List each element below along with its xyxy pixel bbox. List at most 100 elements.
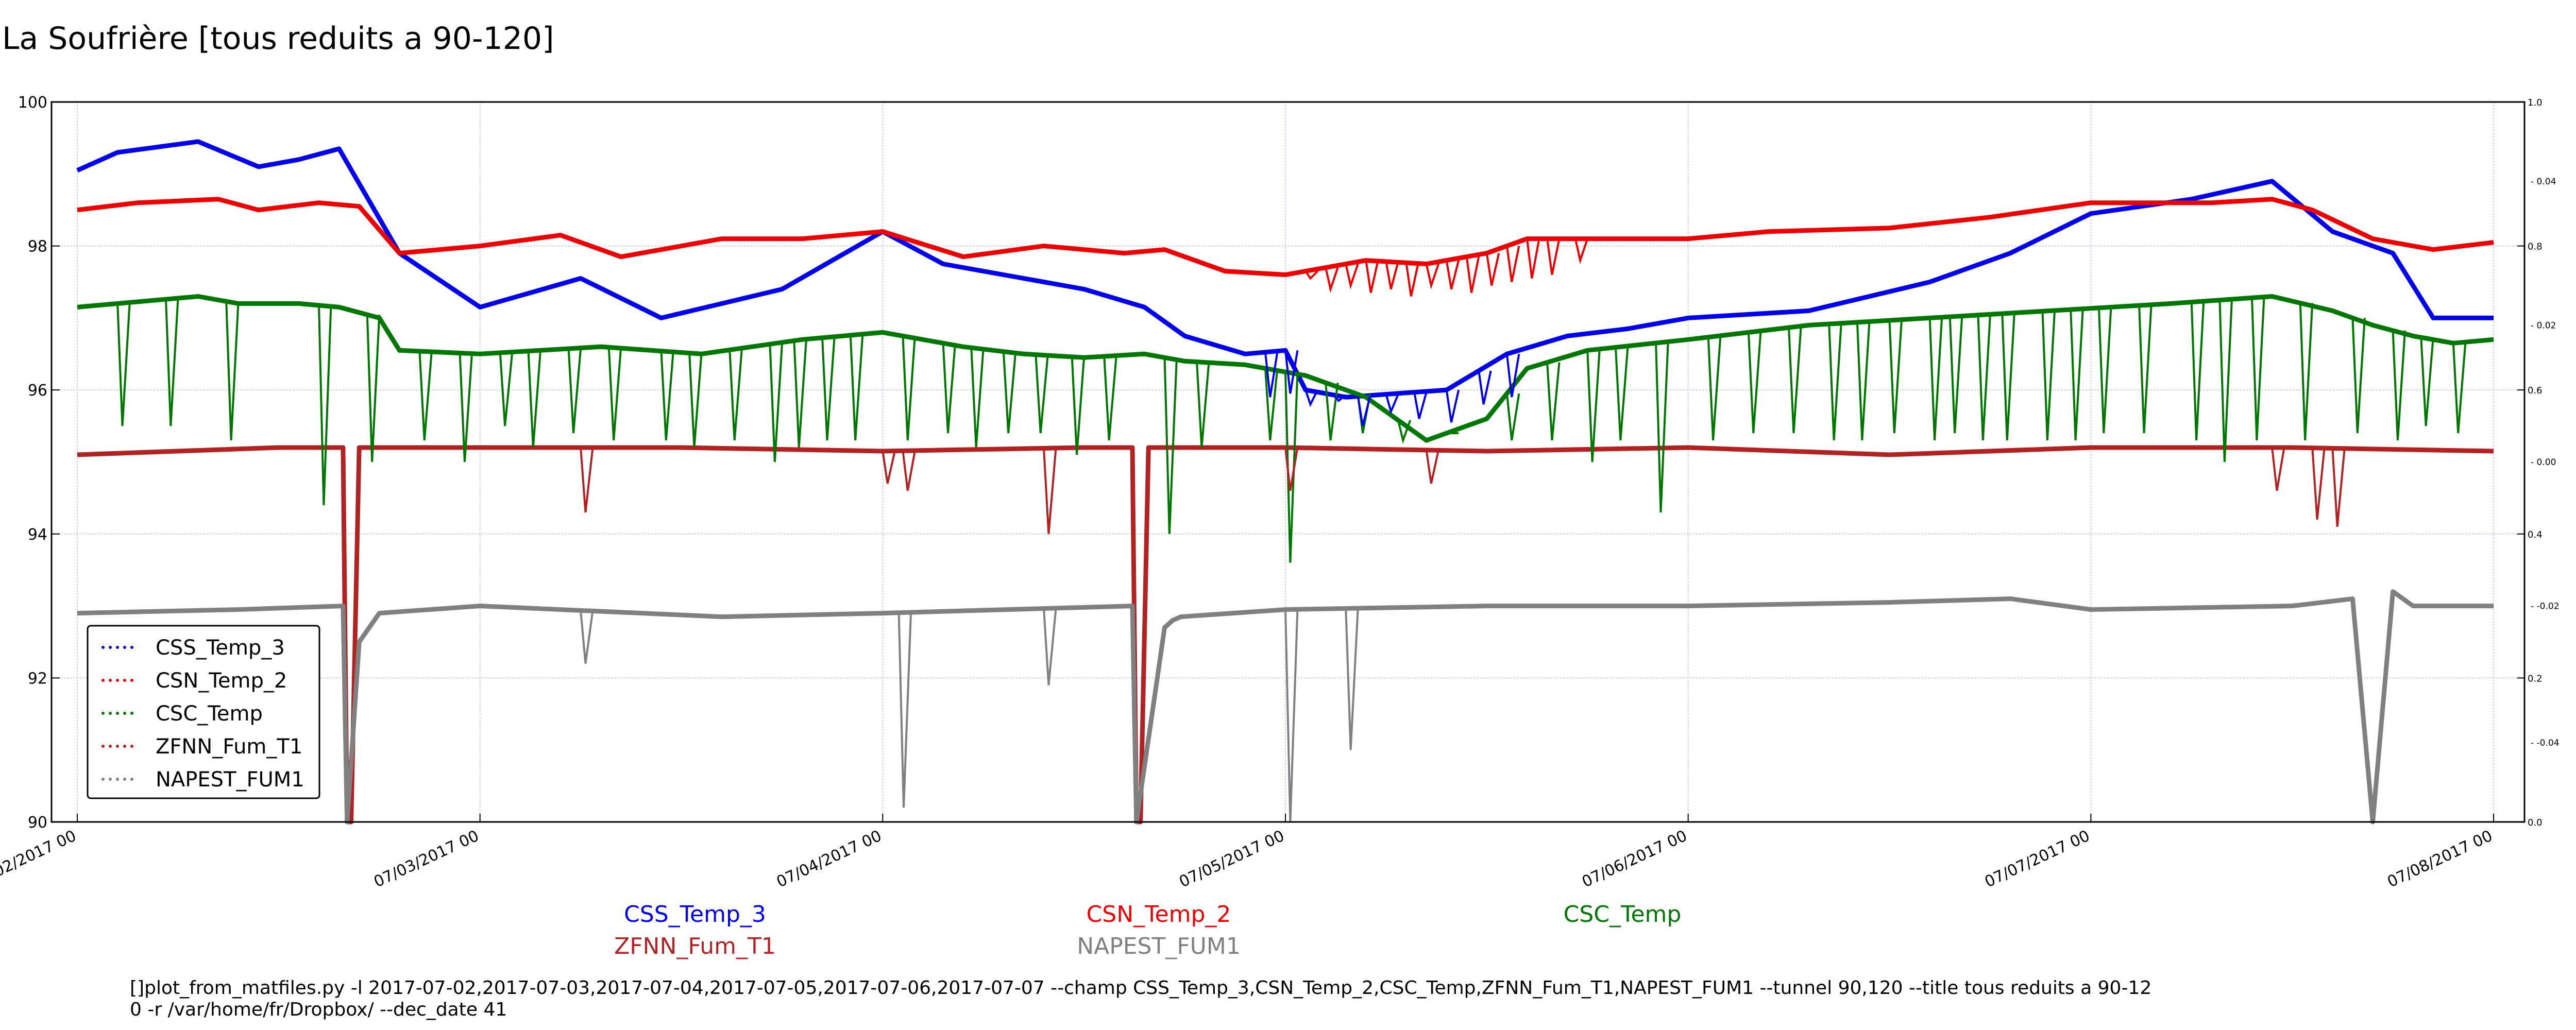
y2-inner-tick-label: - 0.04 (2531, 177, 2556, 187)
series-dip-csc-temp (499, 352, 514, 426)
y2-tick-label: 0.2 (2528, 673, 2543, 684)
series-dip-csc-temp (1264, 368, 1279, 441)
series-dip-csc-temp (2041, 311, 2056, 441)
series-dip-csc-temp (459, 353, 473, 462)
series-dip-csc-temp (366, 315, 381, 462)
series-dip-csc-temp (793, 340, 807, 448)
series-dip-csc-temp (1325, 382, 1339, 441)
series-dip-csc-temp (1586, 350, 1601, 462)
series-dip-napest-fum1 (1284, 609, 1299, 822)
legend-swatch-dot (101, 712, 105, 715)
series-dip-csn-temp-2 (1325, 267, 1339, 293)
legend-label: CSC_Temp (156, 702, 263, 726)
series-dip-zfnn-fum-t1 (902, 450, 916, 491)
plot-frame (50, 101, 2526, 823)
series-dip-csc-temp (2190, 302, 2205, 441)
series-dip-csc-temp (1505, 393, 1520, 441)
series-dip-csc-temp (164, 299, 179, 426)
series-line-napest-fum1 (77, 589, 2494, 825)
legend-swatch-dot (130, 778, 133, 781)
legend-swatch-dot (123, 712, 126, 715)
series-dip-csc-temp (2299, 303, 2314, 441)
series-dip-css-temp-3 (1478, 370, 1492, 405)
series-dip-csn-temp-2 (1546, 238, 1561, 275)
series-dip-csc-temp (1546, 362, 1561, 441)
series-dip-csc-temp (2001, 313, 2015, 441)
series-dip-css-temp-3 (1385, 393, 1399, 415)
command-line-1: []plot_from_matfiles.py -l 2017-07-02,20… (130, 977, 2152, 999)
series-dip-zfnn-fum-t1 (1043, 448, 1057, 534)
legend: CSS_Temp_3 CSN_Temp_2 CSC_Temp ZFNN_Fum_T1 N… (87, 625, 320, 799)
series-dip-zfnn-fum-t1 (1284, 447, 1299, 491)
series-dip-csn-temp-2 (1365, 260, 1379, 293)
legend-label: CSN_Temp_2 (156, 669, 287, 693)
series-dip-csc-temp (942, 343, 957, 434)
series-dip-csc-temp (2070, 309, 2084, 441)
series-dip-csn-temp-2 (1505, 246, 1520, 282)
legend-swatch-dot (130, 745, 133, 748)
series-dip-csc-temp (567, 348, 582, 434)
series-dip-csc-temp (2097, 307, 2112, 434)
y-tick-label: 92 (28, 670, 47, 688)
series-dip-csc-temp (1163, 357, 1178, 534)
legend-swatch-dot (116, 778, 119, 781)
series-dip-zfnn-fum-t1 (2331, 448, 2346, 527)
legend-swatch-dot (123, 745, 126, 748)
series-dip-csc-temp (970, 348, 985, 448)
legend-swatch-dot (123, 679, 126, 682)
series-label-zfnn-fum-t1: ZFNN_Fum_T1 (614, 933, 776, 959)
series-dip-csc-temp (1002, 351, 1017, 434)
legend-swatch-dot (101, 745, 105, 748)
series-dip-css-temp-3 (1304, 389, 1319, 407)
series-dip-csc-temp (318, 305, 332, 505)
series-dip-csn-temp-2 (1385, 261, 1399, 289)
legend-item: NAPEST_FUM1 (101, 768, 304, 792)
axis-layer: 07/02/2017 00 07/03/2017 00 07/04/2017 00 0… (0, 94, 2560, 891)
series-dip-csc-temp (1103, 356, 1117, 441)
series-dip-csn-temp-2 (1345, 263, 1359, 289)
series-dip-csn-temp-2 (1485, 253, 1500, 286)
series-dip-csc-temp (1196, 362, 1210, 448)
series-dip-csc-temp (2251, 298, 2265, 441)
series-dip-zfnn-fum-t1 (580, 447, 594, 513)
x-tick-label: 07/02/2017 00 (0, 827, 79, 891)
command-line: []plot_from_matfiles.py -l 2017-07-02,20… (130, 977, 2151, 1021)
legend-label: NAPEST_FUM1 (156, 768, 304, 792)
series-dip-csc-temp (2392, 330, 2406, 441)
series-dip-csc-temp (1977, 315, 1991, 441)
x-tick-label: 07/04/2017 00 (774, 827, 885, 891)
series-dip-css-temp-3 (1264, 352, 1279, 398)
series-dip-csc-temp (1397, 420, 1412, 444)
series-dip-csc-temp (688, 353, 703, 448)
x-tick-label: 07/08/2017 00 (2385, 827, 2496, 891)
series-dip-csc-temp (418, 351, 433, 441)
y2-tick-label: 0.4 (2528, 529, 2543, 540)
series-dip-csc-temp (2351, 318, 2366, 434)
legend-swatch-dot (101, 646, 105, 649)
legend-swatch-dot (109, 745, 112, 748)
legend-swatch-dot (109, 778, 112, 781)
series-dip-css-temp-3 (1284, 350, 1299, 394)
series-dip-csn-temp-2 (1526, 238, 1540, 279)
x-tick-label: 07/03/2017 00 (371, 827, 482, 891)
y-tick-label: 98 (28, 238, 47, 256)
series-dip-zfnn-fum-t1 (2311, 448, 2326, 520)
series-dip-csc-temp (1856, 322, 1871, 441)
series-dip-csn-temp-2 (1304, 270, 1318, 280)
y2-tick-label: 0.0 (2528, 817, 2543, 828)
legend-swatch-dot (109, 679, 112, 682)
y-tick-label: 94 (28, 526, 47, 544)
y2-inner-tick-label: - 0.00 (2531, 457, 2556, 468)
series-dip-napest-fum1 (897, 612, 912, 808)
series-dip-css-temp-3 (1357, 396, 1371, 426)
y2-inner-tick-label: - -0.04 (2531, 738, 2560, 748)
series-dip-csc-temp (849, 335, 864, 441)
series-dip-csc-temp (902, 336, 916, 441)
series-label-css-temp-3: CSS_Temp_3 (624, 901, 766, 928)
legend-swatch-dot (130, 679, 133, 682)
x-tick-label: 07/07/2017 00 (1982, 827, 2093, 891)
legend-item: CSS_Temp_3 (101, 636, 285, 660)
series-dip-csc-temp (1284, 372, 1299, 563)
series-dip-csc-temp (2138, 305, 2153, 434)
